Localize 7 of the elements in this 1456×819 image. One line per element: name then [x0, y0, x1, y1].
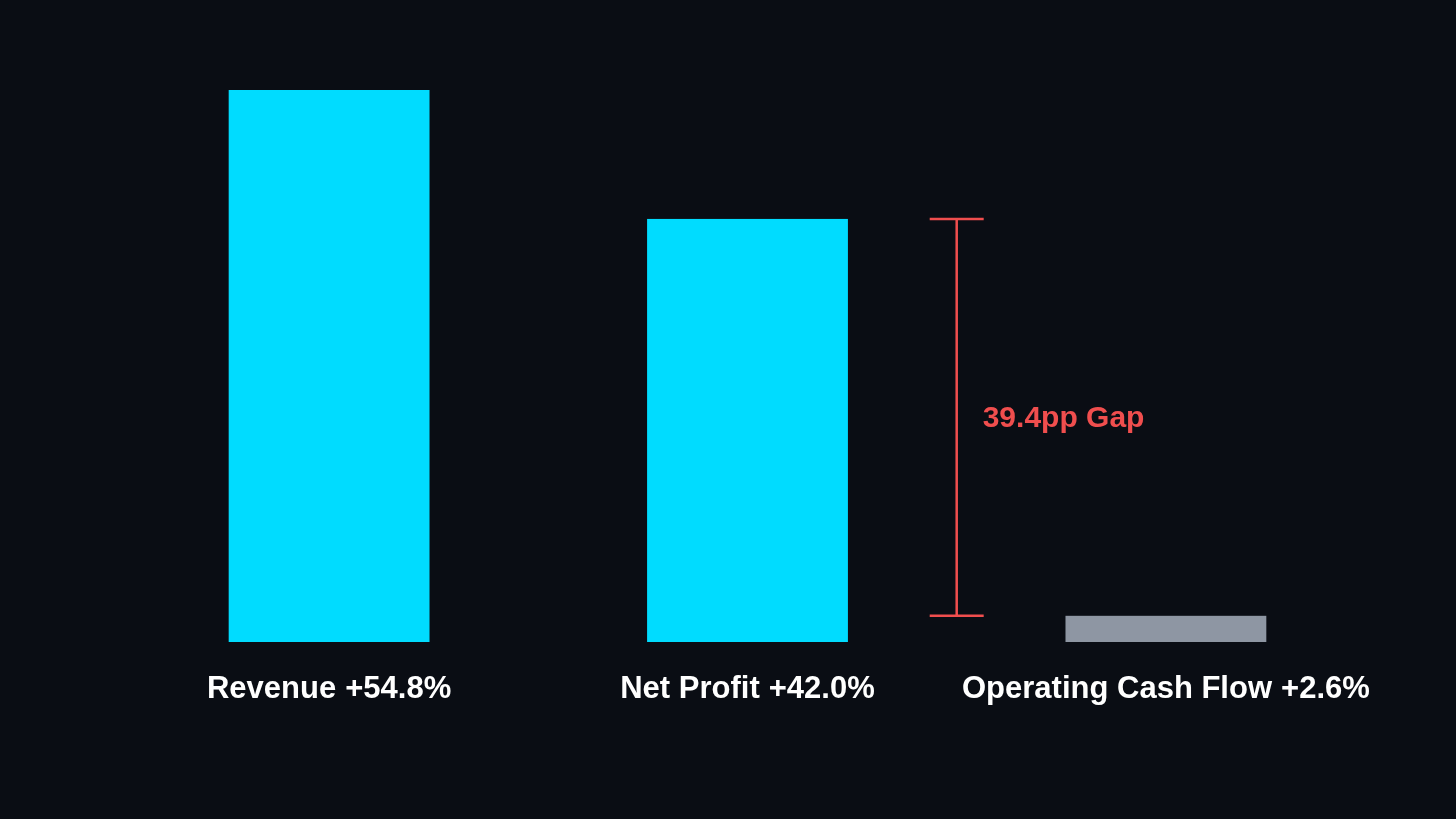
x-tick-label: Operating Cash Flow [962, 670, 1273, 705]
data-label: +54.8% [345, 670, 452, 705]
data-label: +2.6% [1281, 670, 1370, 705]
x-tick-label: Net Profit [620, 670, 760, 705]
x-tick-label: Revenue [206, 670, 337, 705]
data-label: +42.0% [768, 670, 875, 705]
annotation: 39.4pp Gap [982, 400, 1145, 434]
